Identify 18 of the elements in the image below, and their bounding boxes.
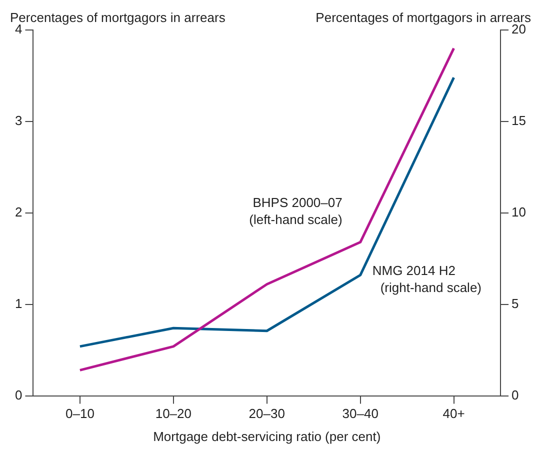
series-label: NMG 2014 H2: [372, 263, 456, 278]
y-tick-label: 0: [14, 387, 22, 402]
y-tick-label: 3: [14, 113, 22, 128]
y2-tick-label: 5: [512, 296, 519, 311]
y2-tick-label: 15: [512, 113, 526, 128]
x-axis-title: Mortgage debt-servicing ratio (per cent): [153, 428, 381, 444]
x-tick-label: 40+: [442, 406, 465, 422]
text: BHPS 2000–07: [252, 195, 342, 210]
y2-tick-label: 0: [512, 387, 519, 402]
x-tick-label: 20–30: [248, 406, 285, 422]
x-tick-label: 10–20: [155, 406, 192, 422]
y-tick-label: 1: [14, 296, 22, 311]
y2-tick-label: 10: [512, 204, 526, 220]
x-tick-label: 0–10: [66, 406, 94, 422]
y-tick-label: 2: [14, 204, 22, 220]
annotation: (right-hand scale): [380, 280, 482, 296]
x-tick-label: 30–40: [342, 406, 378, 422]
annotation: (left-hand scale): [249, 212, 342, 228]
